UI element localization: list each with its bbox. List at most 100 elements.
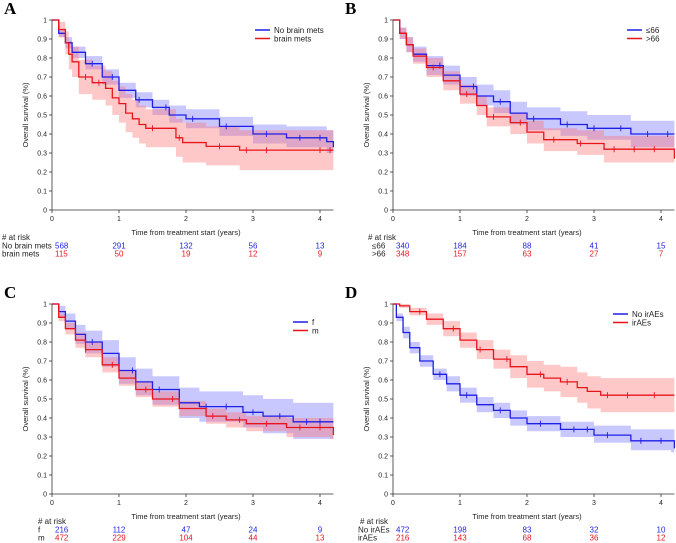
risk-count: 13 bbox=[316, 242, 325, 251]
y-axis-title: Overall survival (%) bbox=[362, 82, 371, 148]
risk-count: 132 bbox=[179, 242, 193, 251]
panel-letter: A bbox=[4, 0, 17, 18]
y-tick-label: 0.1 bbox=[378, 473, 388, 480]
ci-band-0 bbox=[393, 20, 675, 148]
risk-count: 32 bbox=[590, 526, 599, 535]
risk-count: 7 bbox=[659, 250, 664, 259]
survival-line-1 bbox=[52, 19, 334, 151]
y-tick-label: 1 bbox=[43, 18, 47, 25]
y-tick-label: 0.5 bbox=[37, 113, 47, 120]
y-tick-label: 0.8 bbox=[37, 56, 47, 63]
ci-band-0 bbox=[52, 304, 334, 441]
y-tick-label: 0.2 bbox=[37, 170, 47, 177]
risk-count: 12 bbox=[249, 250, 258, 259]
legend-label: irAEs bbox=[632, 319, 651, 328]
legend-label: m bbox=[312, 327, 319, 336]
y-tick-label: 0.2 bbox=[37, 454, 47, 461]
risk-count: 340 bbox=[396, 242, 410, 251]
ci-band-1 bbox=[393, 20, 675, 180]
y-tick-label: 1 bbox=[43, 302, 47, 309]
risk-count: 63 bbox=[523, 250, 532, 259]
risk-row-label: No irAEs bbox=[358, 526, 390, 535]
y-tick-label: 0 bbox=[384, 208, 388, 215]
y-tick-label: 0.5 bbox=[378, 397, 388, 404]
y-tick-label: 0.8 bbox=[378, 56, 388, 63]
x-tick-label: 3 bbox=[592, 500, 596, 507]
risk-row-label: brain mets bbox=[2, 250, 39, 259]
y-tick-label: 0.4 bbox=[37, 132, 47, 139]
risk-row-label: f bbox=[38, 526, 41, 535]
y-tick-label: 0.8 bbox=[378, 340, 388, 347]
y-tick-label: 0.9 bbox=[378, 37, 388, 44]
y-tick-label: 0.4 bbox=[378, 132, 388, 139]
y-tick-label: 0.9 bbox=[37, 37, 47, 44]
y-tick-label: 0.6 bbox=[378, 378, 388, 385]
ci-band-0 bbox=[393, 304, 675, 462]
y-tick-label: 0.3 bbox=[37, 435, 47, 442]
y-axis-title: Overall survival (%) bbox=[362, 366, 371, 432]
risk-count: 10 bbox=[657, 526, 666, 535]
risk-count: 216 bbox=[55, 526, 69, 535]
y-tick-label: 0.1 bbox=[37, 189, 47, 196]
y-tick-label: 0.1 bbox=[378, 189, 388, 196]
x-tick-label: 3 bbox=[592, 216, 596, 223]
x-tick-label: 4 bbox=[318, 500, 322, 507]
x-tick-label: 3 bbox=[251, 216, 255, 223]
y-tick-label: 0.9 bbox=[37, 321, 47, 328]
y-tick-label: 0.3 bbox=[378, 151, 388, 158]
x-tick-label: 4 bbox=[659, 500, 663, 507]
risk-count: 15 bbox=[657, 242, 666, 251]
legend-label: ≤66 bbox=[646, 26, 660, 35]
y-tick-label: 0.7 bbox=[37, 359, 47, 366]
risk-count: 9 bbox=[318, 526, 323, 535]
risk-count: 291 bbox=[112, 242, 126, 251]
y-tick-label: 0.7 bbox=[378, 75, 388, 82]
risk-count: 44 bbox=[249, 534, 258, 543]
x-tick-label: 0 bbox=[391, 216, 395, 223]
risk-count: 216 bbox=[396, 534, 410, 543]
risk-count: 143 bbox=[453, 534, 467, 543]
legend-label: brain mets bbox=[274, 35, 311, 44]
y-tick-label: 1 bbox=[384, 302, 388, 309]
risk-count: 41 bbox=[590, 242, 599, 251]
risk-row-label: >66 bbox=[372, 250, 386, 259]
x-tick-label: 0 bbox=[391, 500, 395, 507]
x-tick-label: 3 bbox=[251, 500, 255, 507]
y-tick-label: 0.6 bbox=[378, 94, 388, 101]
risk-count: 472 bbox=[55, 534, 69, 543]
risk-count: 112 bbox=[113, 526, 126, 535]
panel-letter: D bbox=[345, 283, 357, 302]
risk-count: 27 bbox=[590, 250, 599, 259]
y-tick-label: 0.6 bbox=[37, 94, 47, 101]
risk-count: 348 bbox=[396, 250, 410, 259]
x-axis-title: Time from treatment start (years) bbox=[131, 512, 241, 521]
y-tick-label: 0.2 bbox=[378, 454, 388, 461]
ci-band-1 bbox=[52, 20, 334, 171]
x-tick-label: 1 bbox=[458, 500, 462, 507]
panel-d: DNo irAEsirAEs00.10.20.30.40.50.60.70.80… bbox=[345, 283, 676, 543]
legend-label: No irAEs bbox=[632, 310, 664, 319]
y-tick-label: 0.4 bbox=[378, 416, 388, 423]
risk-table-title: # at risk bbox=[368, 233, 397, 242]
x-tick-label: 1 bbox=[117, 216, 121, 223]
risk-count: 229 bbox=[112, 534, 126, 543]
ci-band-1 bbox=[52, 304, 334, 449]
y-tick-label: 0.2 bbox=[378, 170, 388, 177]
legend-label: >66 bbox=[646, 35, 660, 44]
risk-count: 24 bbox=[249, 526, 258, 535]
risk-row-label: irAEs bbox=[358, 534, 377, 543]
risk-count: 13 bbox=[316, 534, 325, 543]
y-tick-label: 0.7 bbox=[378, 359, 388, 366]
risk-count: 472 bbox=[396, 526, 410, 535]
risk-table-title: # at risk bbox=[38, 517, 67, 526]
x-tick-label: 2 bbox=[184, 500, 188, 507]
x-tick-label: 4 bbox=[318, 216, 322, 223]
survival-line-1 bbox=[393, 303, 675, 396]
risk-row-label: No brain mets bbox=[2, 242, 52, 251]
x-tick-label: 1 bbox=[117, 500, 121, 507]
